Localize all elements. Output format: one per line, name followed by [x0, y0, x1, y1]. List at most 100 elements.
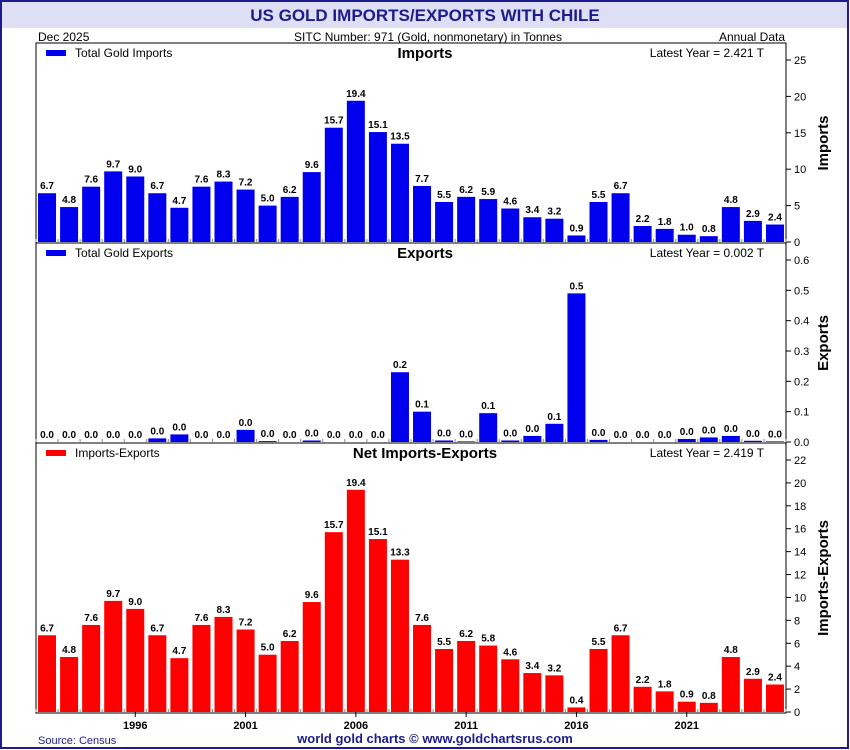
exports-y-tick-label: 0.4	[794, 316, 809, 328]
imports-bar-label: 7.2	[239, 178, 253, 189]
exports-bar-label: 0.0	[525, 424, 539, 435]
net-legend-label: Imports-Exports	[75, 446, 160, 460]
exports-bar	[567, 293, 586, 442]
exports-bar-label: 0.0	[680, 427, 694, 438]
net-bar	[611, 635, 630, 712]
imports-bar	[655, 228, 674, 242]
exports-y-tick-label: 0.5	[794, 285, 809, 297]
x-tick-label: 2021	[674, 720, 698, 732]
exports-bar	[435, 440, 454, 442]
plot-frame	[35, 42, 787, 714]
x-tick-label: 2006	[344, 720, 368, 732]
imports-bar-label: 7.6	[194, 175, 208, 186]
imports-bar	[501, 208, 520, 242]
exports-bar	[699, 437, 718, 442]
exports-bar-label: 0.0	[150, 426, 164, 437]
imports-y-tick-label: 10	[794, 164, 806, 176]
net-y-tick-label: 8	[794, 615, 800, 627]
imports-legend-swatch	[46, 50, 66, 56]
imports-bar-label: 5.5	[437, 190, 451, 201]
imports-bar	[545, 218, 564, 242]
net-bar	[479, 645, 498, 712]
imports-bar-label: 2.4	[768, 213, 782, 224]
net-bar-label: 3.2	[547, 663, 561, 674]
net-bar	[368, 539, 387, 712]
net-bar	[324, 532, 343, 712]
net-bar	[302, 602, 321, 712]
chart-title: US GOLD IMPORTS/EXPORTS WITH CHILE	[250, 6, 599, 25]
net-legend-swatch	[46, 450, 66, 456]
imports-bar-label: 1.0	[680, 223, 694, 234]
net-bar-label: 4.8	[62, 645, 76, 656]
exports-bar	[677, 438, 696, 442]
net-bar	[743, 678, 762, 712]
imports-bar-label: 5.9	[481, 187, 495, 198]
imports-bar	[699, 236, 718, 242]
net-y-tick-label: 12	[794, 570, 806, 582]
exports-y-tick-label: 0.6	[794, 255, 809, 267]
exports-bar-label: 0.5	[569, 281, 583, 292]
exports-bar	[236, 429, 255, 442]
net-bar	[545, 675, 564, 712]
net-bar-label: 6.7	[40, 623, 54, 634]
net-y-tick-label: 22	[794, 455, 806, 467]
net-bar	[589, 649, 608, 712]
exports-bar	[302, 440, 321, 442]
exports-bar-label: 0.0	[217, 430, 231, 441]
net-bar-label: 7.2	[239, 618, 253, 629]
imports-panel-title: Imports	[397, 45, 452, 62]
net-bar-label: 6.2	[459, 629, 473, 640]
net-bar	[82, 624, 101, 712]
imports-y-tick-label: 0	[794, 237, 800, 249]
exports-bar-label: 0.0	[746, 429, 760, 440]
exports-bar-label: 0.0	[62, 430, 76, 441]
exports-bar-label: 0.0	[459, 429, 473, 440]
exports-y-tick-label: 0.2	[794, 376, 809, 388]
net-bar-label: 19.4	[346, 478, 366, 489]
net-bar	[236, 629, 255, 712]
exports-bar	[545, 423, 564, 442]
imports-bar	[677, 234, 696, 242]
exports-bar-label: 0.0	[40, 430, 54, 441]
net-bar-label: 9.0	[128, 597, 142, 608]
net-bar-label: 2.4	[768, 673, 782, 684]
net-bar-label: 5.5	[437, 637, 451, 648]
exports-panel: 0.0 0.1 0.2 0.3 0.4 0.5 0.6 Exports Total Gold E…	[35, 242, 832, 449]
net-bar	[346, 489, 365, 712]
net-bar-label: 0.4	[569, 695, 583, 706]
imports-panel: 0 5 10 15 20 25 Imports Total Gold Imports Impor…	[35, 45, 832, 249]
imports-bar	[214, 181, 233, 242]
imports-bar-label: 6.2	[283, 185, 297, 196]
imports-bar-label: 0.9	[569, 223, 583, 234]
net-bar-label: 13.3	[390, 548, 410, 559]
net-bar-label: 3.4	[525, 661, 539, 672]
imports-bar-label: 2.9	[746, 209, 760, 220]
exports-panel-title: Exports	[397, 245, 453, 262]
imports-bar	[413, 185, 432, 242]
net-bar-label: 6.2	[283, 629, 297, 640]
net-bar-label: 5.5	[592, 637, 606, 648]
net-bar-label: 5.8	[481, 634, 495, 645]
net-bar-label: 2.9	[746, 667, 760, 678]
net-bar-label: 0.8	[702, 691, 716, 702]
net-panel: 0 2 4 6 8 10 12 14 16 18 20 22 Imports-Exports Import…	[35, 442, 832, 732]
net-bar	[258, 654, 277, 712]
net-bar	[214, 616, 233, 712]
x-tick-label: 2001	[233, 720, 257, 732]
credit-label: world gold charts © www.goldchartsrus.co…	[296, 731, 573, 746]
imports-bar	[324, 127, 343, 242]
exports-bar	[743, 440, 762, 442]
exports-bar-label: 0.0	[261, 429, 275, 440]
imports-bar-label: 13.5	[390, 132, 410, 143]
imports-bar	[126, 176, 145, 242]
sitc-label: SITC Number: 971 (Gold, nonmonetary) in …	[294, 30, 562, 44]
imports-bar	[457, 196, 476, 242]
net-bar	[721, 657, 740, 712]
imports-bar-label: 0.8	[702, 224, 716, 235]
exports-bar-label: 0.0	[724, 424, 738, 435]
imports-bar	[60, 207, 79, 242]
imports-bar-label: 2.2	[636, 214, 650, 225]
imports-bar	[368, 132, 387, 242]
source-label: Source: Census	[38, 735, 117, 747]
exports-bar-label: 0.0	[106, 430, 120, 441]
